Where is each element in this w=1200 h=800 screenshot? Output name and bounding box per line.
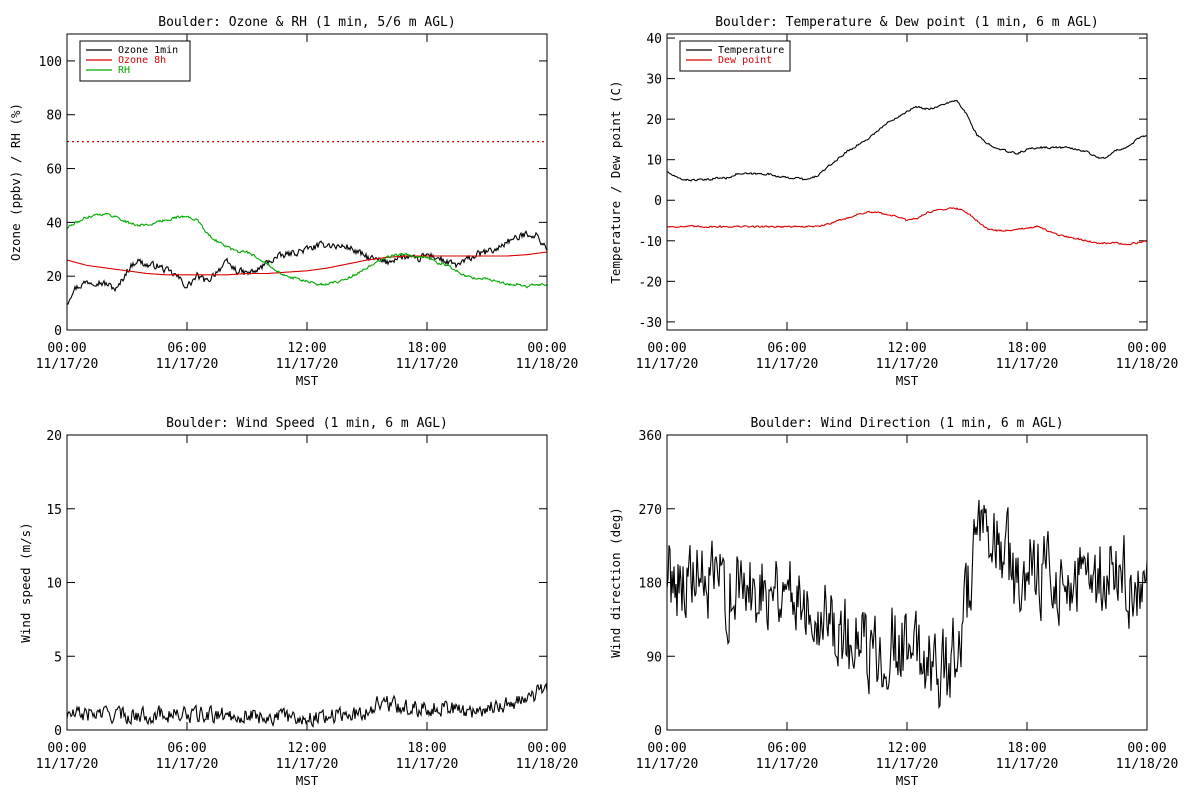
- series-line-2: [667, 207, 1147, 246]
- x-tick-label-time: 18:00: [407, 341, 446, 356]
- y-tick-label: 10: [46, 577, 62, 592]
- legend-box: [79, 40, 191, 82]
- y-tick-label: -10: [639, 235, 662, 250]
- y-tick-label: 40: [46, 216, 62, 231]
- x-tick-label-time: 18:00: [1007, 341, 1046, 356]
- series-line-2: [67, 251, 547, 276]
- x-tick-label-time: 12:00: [287, 341, 326, 356]
- y-axis-label: Wind direction (deg): [608, 507, 623, 658]
- x-axis-label: MST: [296, 773, 319, 788]
- x-tick-label-date: 11/17/20: [396, 357, 459, 372]
- y-tick-label: 0: [654, 194, 662, 209]
- x-tick-label-time: 00:00: [647, 341, 686, 356]
- y-tick-label: 80: [46, 109, 62, 124]
- y-tick-label: 180: [639, 577, 662, 592]
- plot-frame: [666, 33, 1148, 331]
- y-tick-label: 0: [654, 724, 662, 739]
- y-tick-label: 0: [54, 724, 62, 739]
- y-axis-label: Ozone (ppbv) / RH (%): [8, 103, 23, 261]
- y-tick-label: -30: [639, 316, 662, 331]
- y-tick-label: 360: [639, 429, 662, 444]
- x-tick-label-date: 11/17/20: [396, 757, 459, 772]
- series-line-1: [67, 230, 547, 305]
- legend-entry: Ozone 8h: [118, 55, 166, 66]
- x-tick-label-date: 11/17/20: [36, 357, 99, 372]
- legend-box: [679, 40, 791, 72]
- y-tick-label: 5: [54, 650, 62, 665]
- y-tick-label: 10: [646, 154, 662, 169]
- x-tick-label-time: 00:00: [47, 741, 86, 756]
- y-tick-label: 40: [646, 32, 662, 47]
- x-tick-label-time: 12:00: [887, 741, 926, 756]
- y-tick-label: 0: [54, 324, 62, 339]
- y-tick-label: 60: [46, 163, 62, 178]
- x-tick-label-date: 11/18/20: [1116, 757, 1179, 772]
- x-axis-label: MST: [896, 773, 919, 788]
- chart-panel-1: Boulder: Ozone & RH (1 min, 5/6 m AGL) Oz…: [8, 15, 578, 388]
- y-axis-label: Temperature / Dew point (C): [608, 80, 623, 283]
- x-tick-label-date: 11/18/20: [516, 757, 579, 772]
- x-tick-label-date: 11/17/20: [756, 357, 819, 372]
- y-tick-label: 15: [46, 503, 62, 518]
- y-axis-label: Wind speed (m/s): [18, 522, 33, 642]
- x-tick-label-time: 00:00: [527, 741, 566, 756]
- x-tick-label-time: 00:00: [47, 341, 86, 356]
- plot-frame: [66, 33, 548, 331]
- y-tick-label: 100: [39, 55, 62, 70]
- x-tick-label-date: 11/17/20: [876, 357, 939, 372]
- chart-panel-2: Boulder: Temperature & Dew point (1 min,…: [608, 15, 1178, 388]
- x-tick-label-date: 11/18/20: [1116, 357, 1179, 372]
- x-tick-label-date: 11/17/20: [36, 757, 99, 772]
- chart-panel-4: Boulder: Wind Direction (1 min, 6 m AGL)…: [608, 416, 1178, 788]
- y-tick-label: 90: [646, 650, 662, 665]
- x-tick-label-time: 00:00: [527, 341, 566, 356]
- x-tick-label-date: 11/17/20: [636, 357, 699, 372]
- chart-title: Boulder: Wind Direction (1 min, 6 m AGL): [750, 416, 1063, 431]
- x-tick-label-time: 12:00: [287, 741, 326, 756]
- chart-title: Boulder: Wind Speed (1 min, 6 m AGL): [166, 416, 448, 431]
- y-tick-label: 20: [46, 429, 62, 444]
- legend-entry: Ozone 1min: [118, 45, 178, 56]
- x-tick-label-time: 06:00: [167, 341, 206, 356]
- x-tick-label-date: 11/17/20: [276, 357, 339, 372]
- y-tick-label: -20: [639, 275, 662, 290]
- x-tick-label-time: 06:00: [767, 341, 806, 356]
- y-tick-label: 20: [46, 270, 62, 285]
- chart-title: Boulder: Temperature & Dew point (1 min,…: [715, 15, 1099, 30]
- y-tick-label: 20: [646, 113, 662, 128]
- x-tick-label-time: 00:00: [1127, 741, 1166, 756]
- x-tick-label-date: 11/17/20: [156, 357, 219, 372]
- x-tick-label-time: 12:00: [887, 341, 926, 356]
- plot-frame: [666, 434, 1148, 731]
- y-tick-label: 270: [639, 503, 662, 518]
- x-tick-label-time: 06:00: [167, 741, 206, 756]
- series-line-1: [67, 683, 547, 728]
- legend-entry: Temperature: [718, 45, 784, 56]
- series-line-1: [667, 99, 1147, 182]
- series-line-1: [667, 499, 1147, 710]
- x-tick-label-date: 11/17/20: [276, 757, 339, 772]
- plot-frame: [66, 434, 548, 731]
- x-tick-label-time: 06:00: [767, 741, 806, 756]
- legend-entry: Dew point: [718, 55, 772, 66]
- x-tick-label-time: 18:00: [407, 741, 446, 756]
- series-line-3: [67, 212, 547, 289]
- x-axis-label: MST: [896, 373, 919, 388]
- chart-panel-3: Boulder: Wind Speed (1 min, 6 m AGL) Wind…: [18, 416, 578, 788]
- x-tick-label-date: 11/17/20: [996, 357, 1059, 372]
- legend-entry: RH: [118, 65, 130, 76]
- x-tick-label-time: 00:00: [647, 741, 686, 756]
- x-tick-label-date: 11/17/20: [636, 757, 699, 772]
- x-axis-label: MST: [296, 373, 319, 388]
- x-tick-label-date: 11/17/20: [756, 757, 819, 772]
- x-tick-label-date: 11/17/20: [996, 757, 1059, 772]
- x-tick-label-date: 11/18/20: [516, 357, 579, 372]
- x-tick-label-date: 11/17/20: [876, 757, 939, 772]
- x-tick-label-time: 18:00: [1007, 741, 1046, 756]
- y-tick-label: 30: [646, 73, 662, 88]
- x-tick-label-time: 00:00: [1127, 341, 1166, 356]
- chart-title: Boulder: Ozone & RH (1 min, 5/6 m AGL): [158, 15, 455, 30]
- x-tick-label-date: 11/17/20: [156, 757, 219, 772]
